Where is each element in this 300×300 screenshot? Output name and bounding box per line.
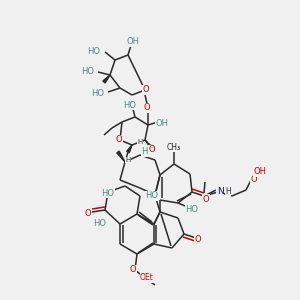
Text: O: O xyxy=(195,236,201,244)
Text: HO: HO xyxy=(87,47,100,56)
Text: HO: HO xyxy=(142,148,154,157)
Text: HO: HO xyxy=(185,205,199,214)
Text: HO: HO xyxy=(124,100,136,109)
Text: H: H xyxy=(125,157,130,163)
Text: OH: OH xyxy=(254,167,266,176)
Text: H: H xyxy=(137,139,142,145)
Text: OH: OH xyxy=(127,38,140,46)
Polygon shape xyxy=(117,151,125,162)
Text: O: O xyxy=(144,103,150,112)
Text: CH₃: CH₃ xyxy=(167,142,181,152)
Text: O: O xyxy=(203,194,209,203)
Text: O: O xyxy=(116,136,122,145)
Text: O: O xyxy=(130,266,136,274)
Text: H: H xyxy=(225,188,231,196)
Text: OEt: OEt xyxy=(140,274,154,283)
Text: O: O xyxy=(85,208,91,217)
Text: O: O xyxy=(143,85,149,94)
Text: O: O xyxy=(251,175,257,184)
Text: HO: HO xyxy=(91,88,104,98)
Text: OH: OH xyxy=(155,118,169,127)
Text: HO: HO xyxy=(101,188,115,197)
Text: HO: HO xyxy=(93,220,106,229)
Polygon shape xyxy=(127,145,132,153)
Text: N: N xyxy=(217,188,224,196)
Text: O: O xyxy=(149,146,155,154)
Text: HO: HO xyxy=(145,191,158,200)
Text: HO: HO xyxy=(81,68,94,76)
Polygon shape xyxy=(103,75,110,83)
